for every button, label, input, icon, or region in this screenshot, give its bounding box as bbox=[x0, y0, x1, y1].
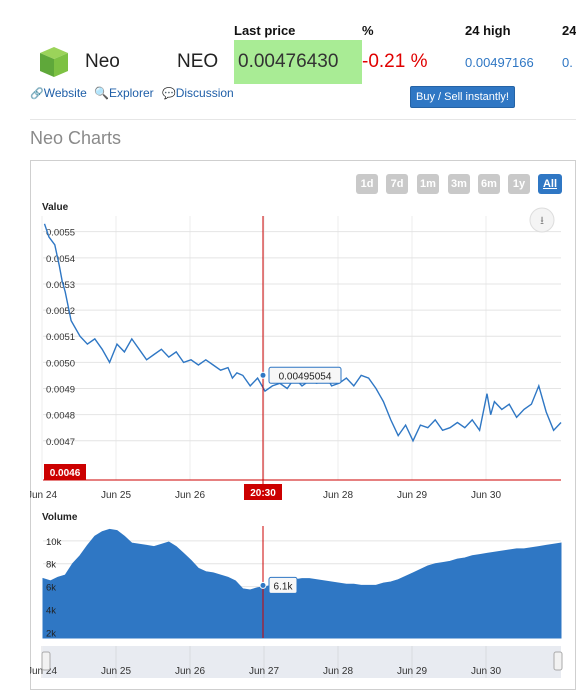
price-axis-title: Value bbox=[42, 202, 69, 213]
navigator-xtick-label: Jun 24 bbox=[30, 666, 57, 677]
coin-symbol: NEO bbox=[177, 51, 219, 72]
volume-chart: Volume 2k 4k 6k 8k 10k 6.1k bbox=[42, 512, 562, 639]
range-button-3m[interactable]: 3m bbox=[448, 174, 470, 194]
price-xtick-label: Jun 28 bbox=[323, 490, 353, 501]
range-button-1m[interactable]: 1m bbox=[417, 174, 439, 194]
navigator-handle-right[interactable] bbox=[553, 651, 563, 671]
volume-ytick-label: 10k bbox=[46, 537, 62, 548]
navigator-handle-left[interactable] bbox=[41, 651, 51, 671]
price-ytick-label: 0.0053 bbox=[46, 280, 75, 291]
range-button-7d[interactable]: 7d bbox=[386, 174, 408, 194]
price-ytick-label: 0.0047 bbox=[46, 437, 75, 448]
price-xtick-label: Jun 24 bbox=[30, 490, 57, 501]
chat-icon: 💬 bbox=[162, 88, 176, 100]
volume-tooltip-box bbox=[268, 576, 298, 594]
crosshair-x-label: 20:30 bbox=[250, 488, 276, 499]
price-xtick-label: Jun 26 bbox=[175, 490, 205, 501]
high24-value: 0.00497166 bbox=[465, 55, 534, 70]
link-icon: 🔗 bbox=[30, 88, 44, 100]
price-plot-area bbox=[43, 216, 561, 480]
price-ytick-label: 0.0054 bbox=[46, 254, 75, 265]
volume-ytick-label: 2k bbox=[46, 628, 56, 639]
crosshair-y-label: 0.0046 bbox=[50, 468, 81, 479]
buy-sell-button[interactable]: Buy / Sell instantly! bbox=[410, 86, 515, 108]
price-ytick-label: 0.0048 bbox=[46, 411, 75, 422]
range-button-6m[interactable]: 6m bbox=[478, 174, 500, 194]
last-price-header: Last price bbox=[234, 23, 296, 38]
price-ytick-label: 0.0049 bbox=[46, 385, 75, 396]
navigator-xtick-label: Jun 29 bbox=[397, 666, 427, 677]
navigator-xtick-label: Jun 27 bbox=[249, 666, 279, 677]
volume-axis-title: Volume bbox=[42, 512, 78, 523]
change-percent: -0.21 % bbox=[362, 51, 428, 72]
price-xtick-label: Jun 25 bbox=[101, 490, 131, 501]
price-volume-chart[interactable]: Value 0.0047 0.0048 0.0049 0.0050 0.0051 0.005… bbox=[30, 190, 576, 690]
volume-ytick-label: 4k bbox=[46, 605, 56, 616]
price-hover-marker bbox=[259, 371, 267, 379]
price-ytick-label: 0.0055 bbox=[46, 228, 75, 239]
price-ytick-label: 0.0050 bbox=[46, 358, 75, 369]
navigator-xtick-label: Jun 28 bbox=[323, 666, 353, 677]
discussion-link[interactable]: 💬Discussion bbox=[162, 86, 234, 100]
navigator-xtick-label: Jun 25 bbox=[101, 666, 131, 677]
price-tooltip-value: 0.00495054 bbox=[279, 371, 332, 382]
last-price-value: 0.00476430 bbox=[234, 40, 362, 84]
crosshair-x-label-bg bbox=[244, 484, 282, 500]
coin-name: Neo bbox=[85, 51, 120, 72]
navigator: Jun 24 Jun 25 Jun 26 Jun 27 Jun 28 Jun 29 Jun … bbox=[30, 646, 563, 678]
volume-hover-marker bbox=[259, 581, 267, 589]
website-link[interactable]: 🔗Website bbox=[30, 86, 87, 100]
navigator-xtick-label: Jun 26 bbox=[175, 666, 205, 677]
high24-header: 24 high bbox=[465, 23, 511, 38]
navigator-xtick-label: Jun 30 bbox=[471, 666, 501, 677]
range-button-1y[interactable]: 1y bbox=[508, 174, 530, 194]
crosshair-y-label-bg bbox=[44, 464, 86, 480]
price-chart: Value 0.0047 0.0048 0.0049 0.0050 0.0051 0.005… bbox=[30, 202, 562, 501]
search-icon: 🔍 bbox=[94, 86, 109, 100]
explorer-link[interactable]: 🔍Explorer bbox=[94, 86, 154, 100]
volume-ytick-label: 6k bbox=[46, 583, 56, 594]
range-button-all[interactable]: All bbox=[538, 174, 562, 194]
export-button[interactable] bbox=[529, 207, 555, 233]
price-xtick-label: Jun 29 bbox=[397, 490, 427, 501]
price-ytick-label: 0.0051 bbox=[46, 332, 75, 343]
price-ytick-label: 0.0052 bbox=[46, 306, 75, 317]
neo-logo-icon bbox=[40, 47, 68, 77]
volume-tooltip-value: 6.1k bbox=[274, 581, 294, 592]
divider bbox=[30, 119, 576, 120]
range-button-1d[interactable]: 1d bbox=[356, 174, 378, 194]
range-selector: 1d 7d 1m 3m 6m 1y All bbox=[356, 174, 566, 196]
low24-value: 0. bbox=[562, 55, 573, 70]
low24-header: 24 bbox=[562, 23, 576, 38]
volume-ytick-label: 8k bbox=[46, 560, 56, 571]
download-icon: ⭳ bbox=[540, 215, 544, 227]
price-tooltip-box bbox=[268, 366, 342, 384]
navigator-track[interactable] bbox=[43, 646, 561, 678]
percent-header: % bbox=[362, 23, 374, 38]
volume-series-area[interactable] bbox=[42, 528, 562, 639]
section-title: Neo Charts bbox=[30, 128, 122, 148]
price-xtick-label: Jun 30 bbox=[471, 490, 501, 501]
